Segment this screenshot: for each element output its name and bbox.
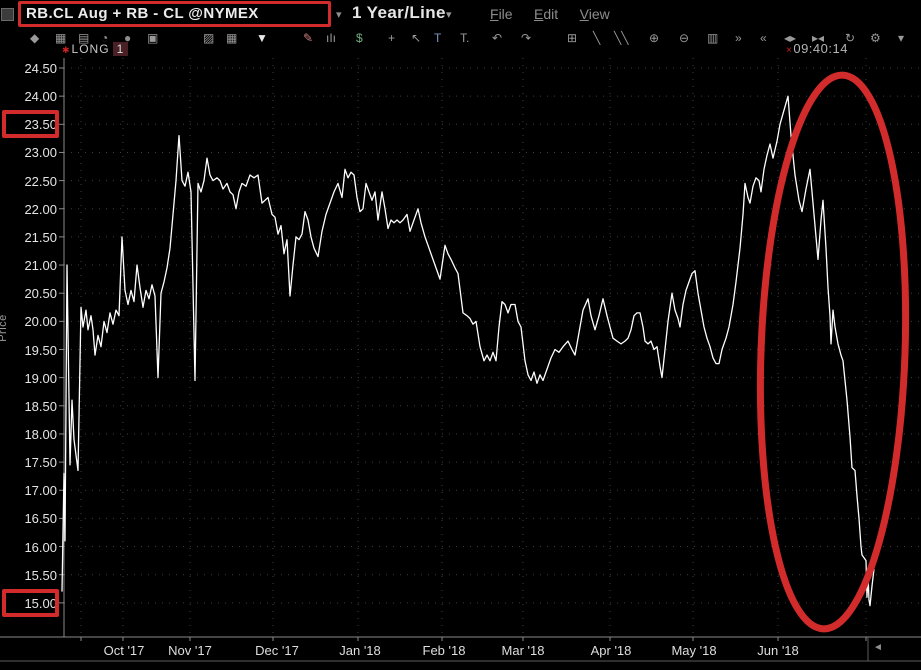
grid-layout-icon[interactable]: ▦: [55, 31, 67, 45]
y-axis-label: 18.00: [24, 426, 57, 442]
redo-icon[interactable]: ↷: [521, 31, 532, 45]
clock-marker-icon: ×: [786, 45, 793, 56]
printer-icon[interactable]: ▤: [78, 31, 90, 45]
menu-edit[interactable]: Edit: [534, 6, 559, 22]
volume-bars-icon[interactable]: ıIı: [326, 31, 337, 45]
y-axis-label: 15.50: [24, 567, 57, 583]
position-side-label: LONG: [71, 42, 110, 56]
y-axis-label: 22.50: [24, 173, 57, 189]
annotation-ellipse: [756, 71, 910, 633]
settings-wrench-icon[interactable]: ⚙: [870, 31, 881, 45]
x-axis-label: Jun '18: [757, 643, 799, 658]
y-axis-label: 21.00: [24, 258, 57, 274]
y-axis-label: 23.00: [24, 145, 57, 161]
crosshair-icon[interactable]: +: [388, 31, 396, 45]
cursor-icon[interactable]: ↖: [411, 31, 422, 45]
multi-trendline-icon[interactable]: ╲╲: [614, 31, 629, 45]
x-axis-label: Feb '18: [422, 643, 466, 658]
position-badge: ✱ LONG 1: [62, 42, 129, 56]
session-clock: ×09:40:14: [786, 41, 848, 56]
x-axis-label: Oct '17: [103, 643, 145, 658]
position-marker-icon: ✱: [62, 45, 70, 55]
more-dropdown-icon[interactable]: ▾: [898, 31, 905, 45]
y-axis-label: 17.50: [24, 455, 57, 471]
menu-file[interactable]: File: [490, 6, 513, 22]
zoom-out-icon[interactable]: ⊖: [679, 31, 690, 45]
y-axis-label: 16.50: [24, 511, 57, 527]
scrollbar-arrow-icon[interactable]: ◄: [873, 642, 883, 653]
globe-icon[interactable]: ●: [124, 31, 132, 45]
triangle-down-icon[interactable]: ▼: [256, 31, 268, 45]
x-axis-label: Nov '17: [168, 643, 212, 658]
x-axis-label: May '18: [671, 643, 717, 658]
highlight-box-2350: [2, 110, 59, 138]
symbol-title[interactable]: RB.CL Aug + RB - CL @NYMEX: [26, 5, 259, 22]
price-line-series: [61, 95, 875, 607]
zoom-in-icon[interactable]: ⊕: [649, 31, 660, 45]
pencil-draw-icon[interactable]: ✎: [303, 31, 314, 45]
trendline-icon[interactable]: ╲: [593, 31, 601, 45]
highlight-box-1500: [2, 589, 59, 617]
menu-view[interactable]: View: [579, 6, 610, 22]
text-tool-icon[interactable]: T: [434, 31, 442, 45]
undo-icon[interactable]: ↶: [492, 31, 503, 45]
goto-end-icon[interactable]: »: [735, 31, 742, 45]
symbol-dropdown-caret-icon[interactable]: ▾: [336, 9, 342, 21]
x-axis-label: Dec '17: [255, 643, 299, 658]
goto-start-icon[interactable]: «: [760, 31, 767, 45]
y-axis-label: 22.00: [24, 201, 57, 217]
y-axis-label: 20.50: [24, 286, 57, 302]
period-interval-label[interactable]: 1 Year/Line: [352, 3, 446, 22]
y-axis-label: 19.50: [24, 342, 57, 358]
workspace-grid-icon[interactable]: ▦: [226, 31, 238, 45]
app-window-icon: [1, 8, 14, 21]
expand-icon[interactable]: ◂▸: [784, 31, 797, 45]
pan-hand-icon[interactable]: ◆: [30, 31, 40, 45]
text-style-icon[interactable]: T.: [460, 31, 470, 45]
mini-chart-icon[interactable]: ⊞: [567, 31, 578, 45]
dollar-icon[interactable]: $: [356, 31, 363, 45]
image-icon[interactable]: ▣: [147, 31, 159, 45]
position-qty: 1: [112, 42, 129, 56]
refresh-icon[interactable]: ↻: [845, 31, 856, 45]
compress-icon[interactable]: ▸◂: [812, 31, 825, 45]
y-axis-label: 19.00: [24, 370, 57, 386]
y-axis-label: 23.50: [24, 117, 57, 133]
menu-bar: File Edit View: [490, 6, 627, 24]
y-axis-label: 16.00: [24, 539, 57, 555]
x-axis-label: Mar '18: [501, 643, 545, 658]
x-axis-label: Jan '18: [339, 643, 381, 658]
clock-time: 09:40:14: [793, 41, 848, 56]
clock-icon[interactable]: ◔: [101, 31, 109, 45]
y-axis-label: 24.50: [24, 61, 57, 76]
annotation-icon[interactable]: ▨: [203, 31, 215, 45]
y-axis-label: 15.00: [24, 595, 57, 611]
highlight-box-title: [18, 1, 331, 27]
notebook-icon[interactable]: ▥: [707, 31, 719, 45]
y-axis-label: 24.00: [24, 89, 57, 105]
y-axis-label: 17.00: [24, 483, 57, 499]
y-axis-label: 21.50: [24, 229, 57, 245]
period-dropdown-caret-icon[interactable]: ▾: [446, 9, 452, 21]
y-axis-label: 18.50: [24, 398, 57, 414]
y-axis-label: 20.00: [24, 314, 57, 330]
x-axis-label: Apr '18: [590, 643, 632, 658]
